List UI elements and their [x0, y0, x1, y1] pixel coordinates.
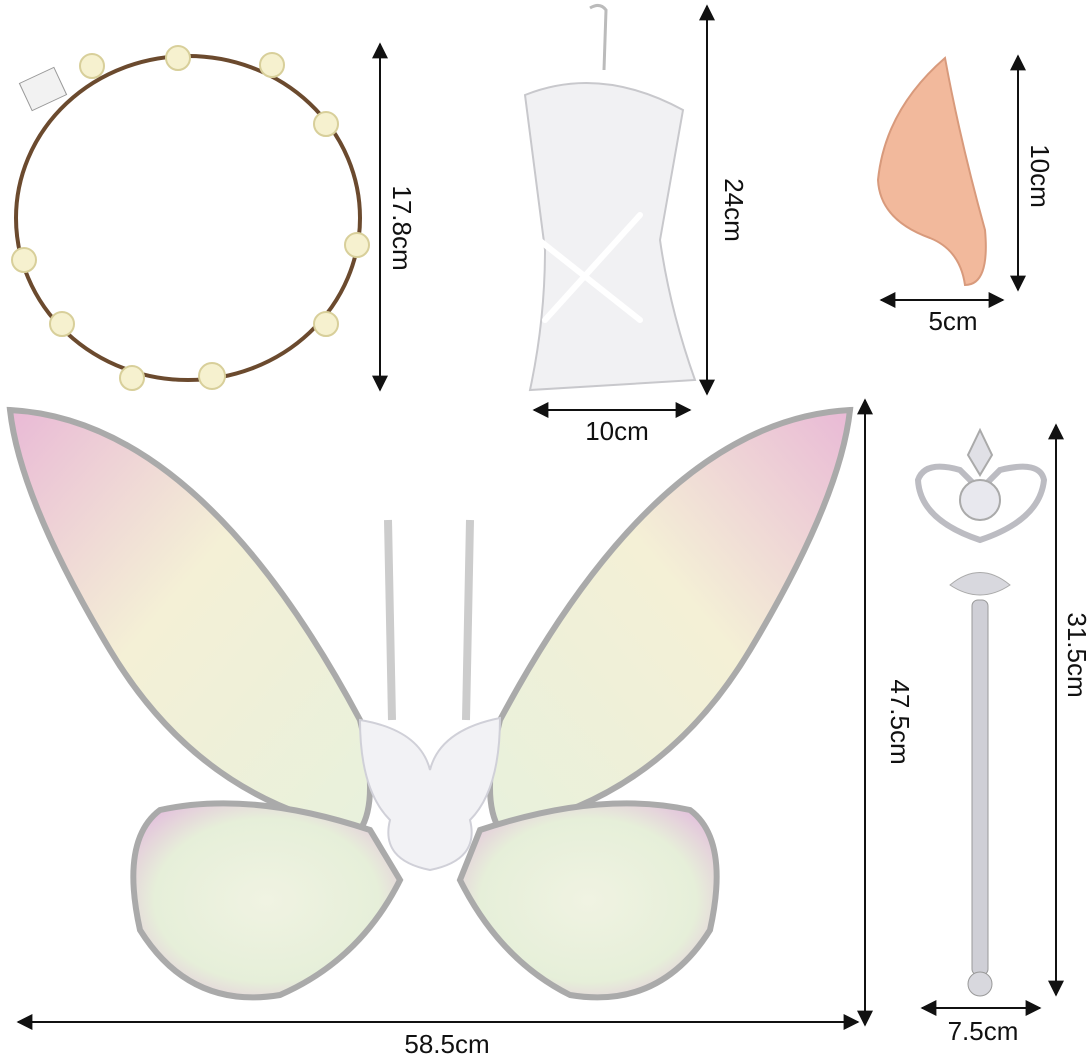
- dimension-label: 10cm: [1025, 144, 1055, 208]
- lace-glove: [517, 3, 697, 392]
- dimension-label: 47.5cm: [885, 679, 915, 764]
- flower-crown: [11, 45, 370, 391]
- dimension-label: 10cm: [585, 416, 649, 446]
- fairy-wings: [6, 406, 854, 1001]
- dimension-label: 17.8cm: [387, 185, 417, 270]
- dimension-label: 24cm: [719, 178, 749, 242]
- elf-ear: [876, 56, 987, 287]
- dimension-label: 31.5cm: [1062, 612, 1090, 697]
- dimension-label: 5cm: [928, 306, 977, 336]
- dimension-label: 58.5cm: [404, 1029, 489, 1059]
- dimension-label: 7.5cm: [948, 1016, 1019, 1046]
- fairy-wand: [914, 427, 1048, 997]
